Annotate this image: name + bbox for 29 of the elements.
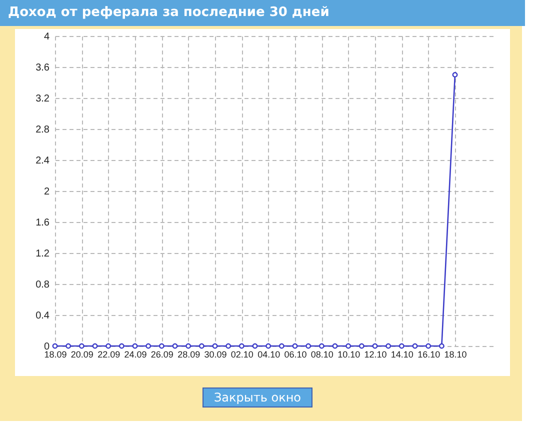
- y-tick-label: 3.2: [36, 94, 50, 104]
- x-tick-label: 14.10: [390, 350, 414, 360]
- y-tick-label: 3.6: [36, 62, 50, 74]
- y-tick-label: 0.4: [36, 310, 50, 322]
- y-tick-label: 0.8: [36, 280, 50, 290]
- text: Закрыть окно: [214, 390, 302, 404]
- x-tick-label: 22.09: [98, 350, 120, 360]
- x-tick-label: 18.10: [444, 350, 467, 360]
- y-tick-label: 0: [44, 342, 50, 352]
- y-tick-label: 2: [44, 186, 50, 198]
- x-tick-label: 30.09: [204, 350, 227, 360]
- x-tick-label: 08.10: [310, 350, 334, 360]
- x-tick-label: 16.10: [418, 350, 440, 360]
- y-tick-label: 2.4: [36, 156, 50, 166]
- x-tick-label: 24.09: [124, 350, 147, 360]
- x-tick-label: 12.10: [364, 350, 387, 360]
- y-tick-label: 1.2: [36, 248, 50, 260]
- y-tick-label: 1.6: [36, 218, 50, 228]
- y-tick-label: 4: [44, 32, 50, 42]
- y-tick-label: 2.8: [36, 124, 50, 136]
- x-tick-label: 02.10: [230, 350, 254, 360]
- x-tick-label: 28.09: [178, 350, 200, 360]
- x-tick-label: 04.10: [258, 350, 280, 360]
- x-tick-label: 26.09: [150, 350, 174, 360]
- x-tick-label: 10.10: [338, 350, 360, 360]
- x-tick-label: 06.10: [284, 350, 307, 360]
- chart-title: Доход от реферала за последние 30 дней: [8, 5, 330, 20]
- x-tick-label: 18.09: [44, 350, 67, 360]
- x-tick-label: 20.09: [70, 350, 94, 360]
